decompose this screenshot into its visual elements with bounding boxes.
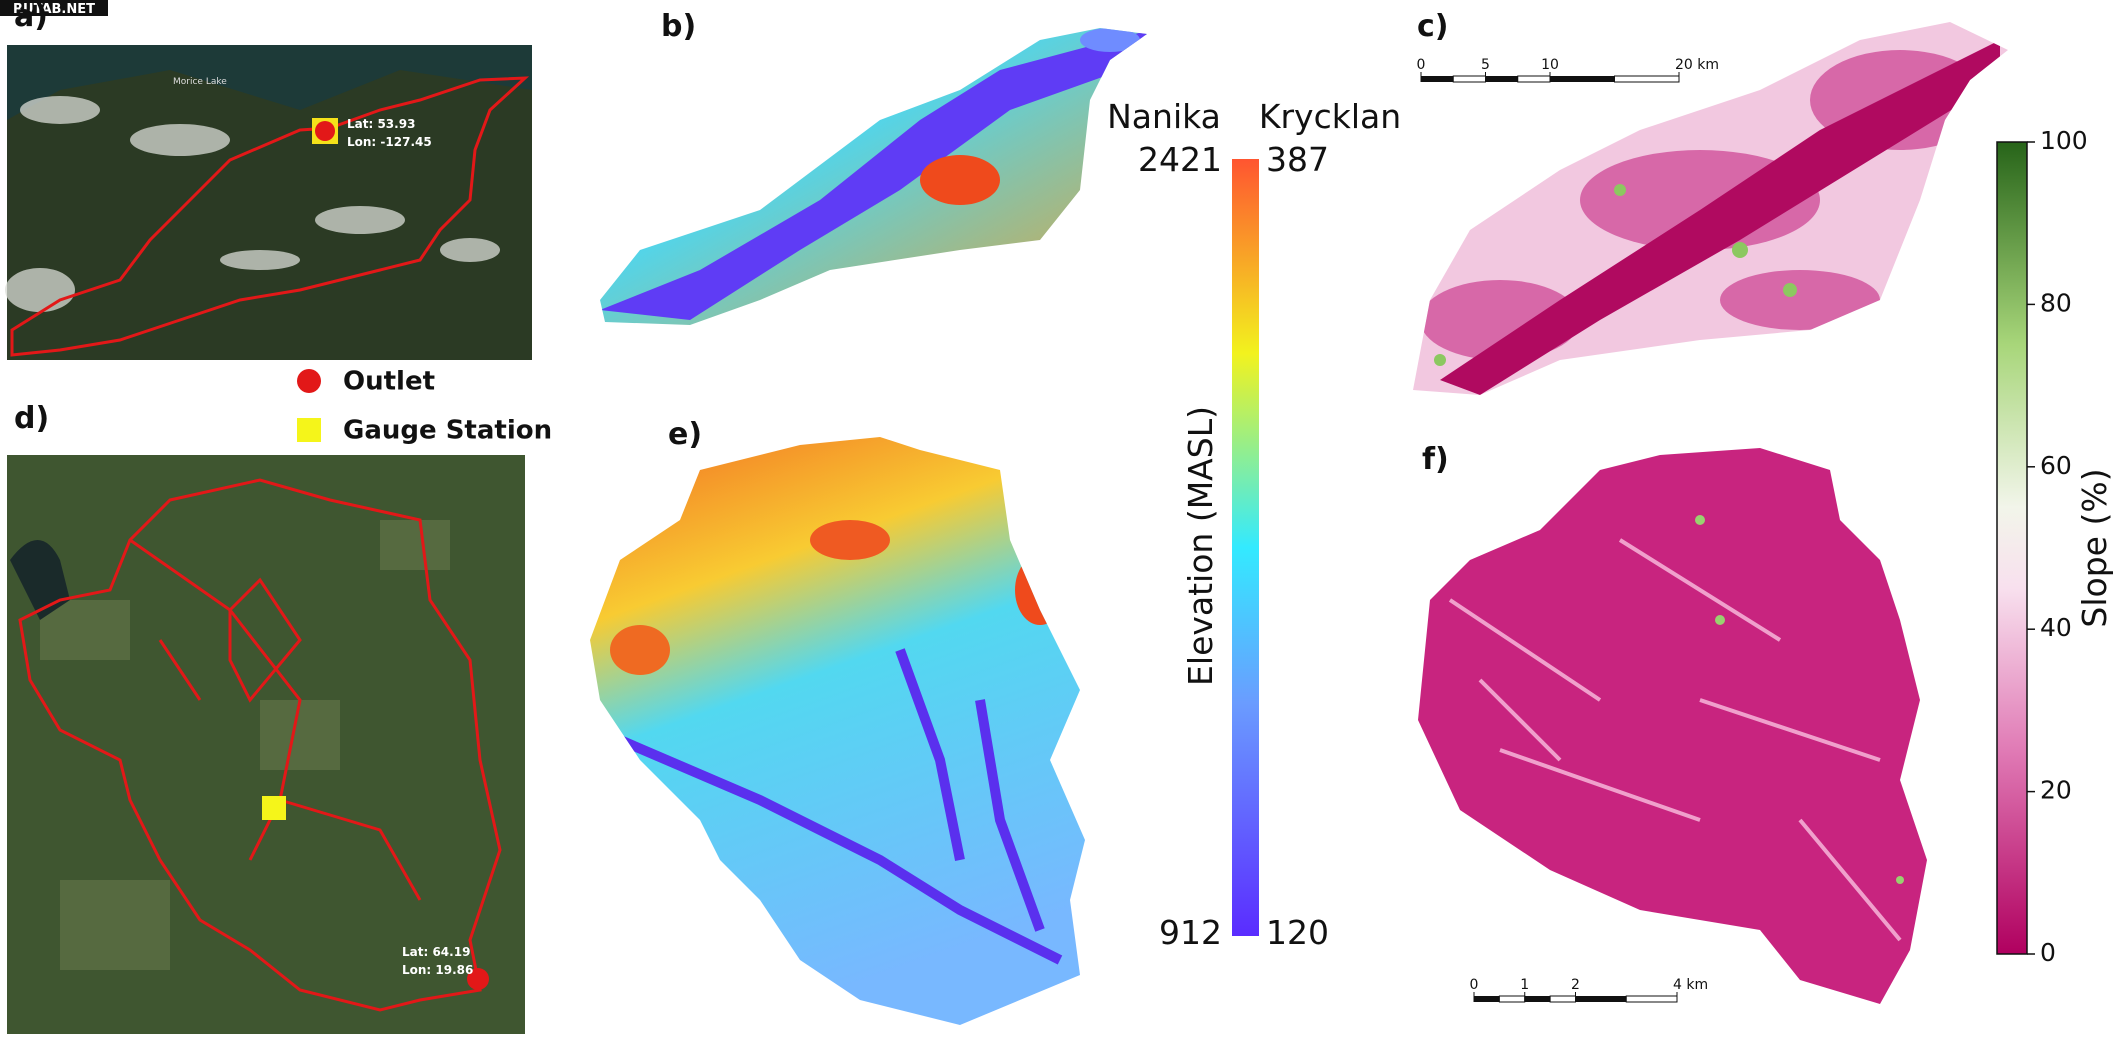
panel-label: e) (668, 417, 702, 452)
scale-segment (1421, 76, 1454, 82)
panel-label: b) (661, 9, 696, 44)
colorbar-label: Slope (%) (2075, 468, 2114, 627)
colorbar-min: 120 (1266, 913, 1329, 952)
legend-outlet: Outlet (343, 367, 435, 397)
scale-segment (1524, 996, 1551, 1002)
scale-segment (1474, 996, 1500, 1002)
lake (10, 540, 70, 620)
tick-label: 60 (2040, 451, 2072, 480)
colorbar-label: Elevation (MASL) (1181, 406, 1220, 686)
scale-label: 10 (1541, 57, 1559, 73)
tick-label: 100 (2040, 126, 2088, 155)
scale-label: 0 (1470, 977, 1479, 993)
lat-label: Lat: 53.93 (347, 117, 415, 131)
tick-label: 80 (2040, 288, 2072, 317)
watershed-boundary (10, 76, 530, 357)
outlet-marker (467, 968, 489, 990)
lon-label: Lon: 19.86 (402, 963, 473, 977)
outlet-marker (315, 121, 335, 141)
catchment-boundaries (18, 478, 502, 1012)
colorbar-column-name: Krycklan (1259, 97, 1401, 136)
scale-label: 0 (1417, 57, 1426, 73)
elevation-map-e (590, 437, 1085, 1025)
watermark: RUTAB.NET (13, 2, 95, 17)
gauge-marker (262, 796, 286, 820)
panel-label: d) (14, 401, 49, 436)
colorbar-max: 387 (1266, 140, 1329, 179)
lake-name: Morice Lake (173, 77, 227, 87)
slope-colorbar (1996, 141, 2028, 955)
tick-label: 0 (2040, 938, 2056, 967)
scale-label: 5 (1481, 57, 1490, 73)
scale-bar: 0 1 2 4 km (1470, 977, 1708, 1003)
scale-segment (1614, 75, 1680, 83)
lat-label: Lat: 64.19 (402, 945, 470, 959)
legend-gauge-marker (297, 418, 321, 442)
lon-label: Lon: -127.45 (347, 135, 432, 149)
panel-label: a) (14, 0, 48, 34)
elevation-colorbar (1232, 159, 1259, 936)
scale-segment (1625, 995, 1678, 1003)
colorbar-max: 2421 (1138, 140, 1222, 179)
scale-bar: 0 5 10 20 km (1417, 57, 1719, 83)
legend-gauge: Gauge Station (343, 416, 552, 446)
scale-segment (1575, 996, 1627, 1002)
colorbar-column-name: Nanika (1107, 97, 1221, 136)
scale-segment (1549, 995, 1576, 1003)
elevation-map-b (600, 28, 1147, 325)
scale-segment (1517, 75, 1551, 83)
scale-segment (1485, 76, 1518, 82)
lake-area (7, 45, 532, 120)
scale-segment (1550, 76, 1615, 82)
scale-label: 1 (1520, 977, 1529, 993)
scale-label: 20 km (1675, 57, 1719, 73)
slope-map-f (1418, 448, 1927, 1004)
colorbar-min: 912 (1159, 913, 1222, 952)
panel-label: f) (1422, 442, 1449, 477)
watermark-box (0, 0, 108, 16)
colorbar-ticks: 0 20 40 60 80 100 (2027, 126, 2088, 967)
scale-label: 2 (1571, 977, 1580, 993)
scale-label: 4 km (1673, 977, 1708, 993)
tick-label: 40 (2040, 613, 2072, 642)
legend-outlet-marker (297, 369, 321, 393)
panel-label: c) (1417, 9, 1449, 44)
scale-segment (1498, 995, 1526, 1003)
tick-label: 20 (2040, 776, 2072, 805)
scale-segment (1452, 75, 1486, 83)
